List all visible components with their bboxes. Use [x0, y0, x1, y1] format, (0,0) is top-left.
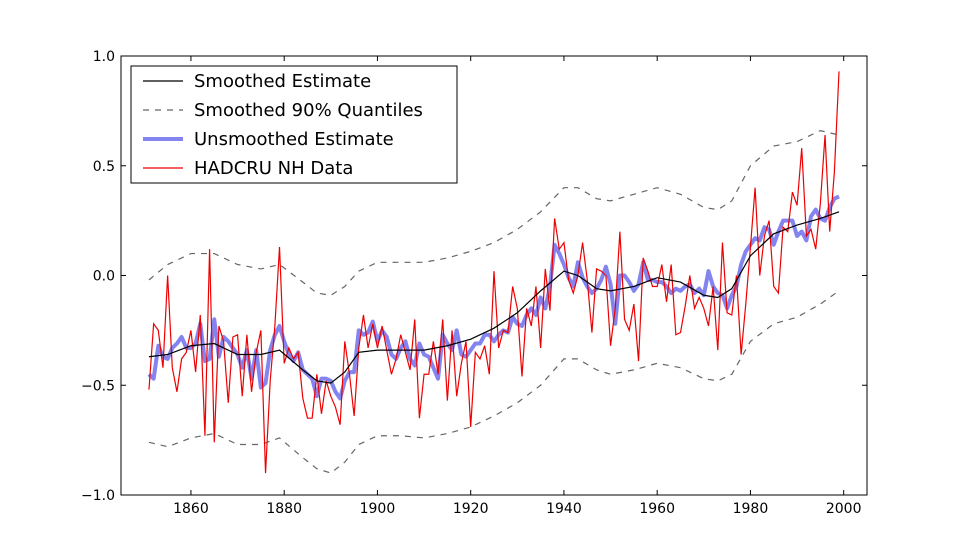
x-tick-label: 1860 [173, 501, 209, 517]
series-line-4 [148, 71, 840, 474]
y-tick-label: −0.5 [81, 378, 115, 394]
legend-box [130, 65, 458, 184]
series-line-0 [148, 211, 840, 384]
y-tick-label: −1.0 [81, 488, 115, 504]
legend-label-3: HADCRU NH Data [194, 158, 353, 179]
legend-label-1: Smoothed 90% Quantiles [194, 100, 423, 121]
axis-ticks: 1860 1880 1900 1920 1940 1960 1980 2000 −1.0 −0.5… [81, 49, 867, 517]
y-tick-label: 0.5 [93, 159, 115, 175]
series-line-3 [147, 194, 840, 401]
x-tick-label: 1880 [266, 501, 302, 517]
y-tick-label: 1.0 [93, 49, 115, 65]
legend-label-2: Unsmoothed Estimate [194, 129, 394, 150]
series-layer [147, 71, 840, 474]
x-tick-label: 1960 [639, 501, 675, 517]
legend: Smoothed Estimate Smoothed 90% Quantiles U… [130, 65, 458, 184]
series-line-2 [148, 290, 840, 474]
x-tick-label: 1980 [733, 501, 769, 517]
legend-label-0: Smoothed Estimate [194, 71, 371, 92]
x-tick-label: 1900 [360, 501, 396, 517]
series-line-1 [148, 129, 840, 296]
x-tick-label: 1940 [546, 501, 582, 517]
x-tick-label: 2000 [826, 501, 862, 517]
y-tick-label: 0.0 [93, 269, 115, 285]
x-tick-label: 1920 [453, 501, 489, 517]
